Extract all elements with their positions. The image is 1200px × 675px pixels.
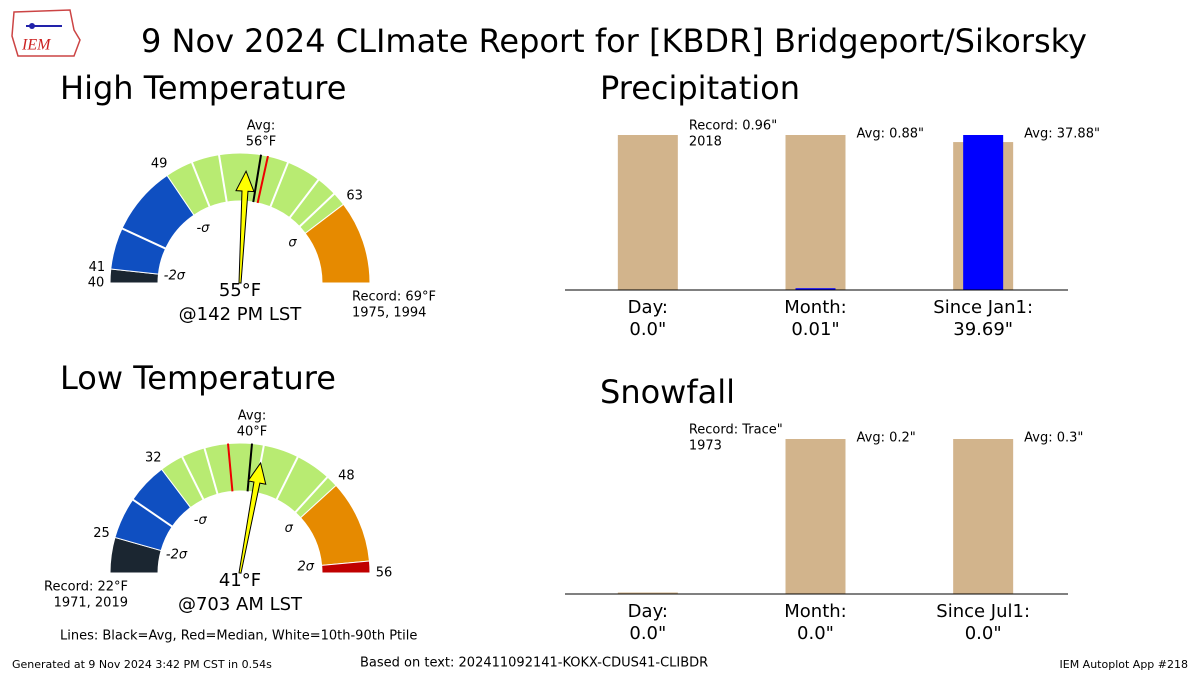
tick-label: 41 bbox=[89, 260, 106, 275]
value-label: 55°F bbox=[219, 280, 261, 301]
category-label: Month: bbox=[784, 601, 846, 622]
avg-caption: Avg: bbox=[238, 409, 266, 424]
gauge-line bbox=[252, 154, 263, 203]
footer-center: Based on text: 202411092141-KOKX-CDUS41-… bbox=[360, 656, 708, 671]
category-label: Since Jul1: bbox=[936, 601, 1030, 622]
value-label: 0.01" bbox=[791, 319, 839, 340]
gauge-line bbox=[227, 443, 234, 492]
time-label: @142 PM LST bbox=[179, 304, 303, 325]
tick-label: 63 bbox=[346, 188, 363, 203]
sigma-label: -2σ bbox=[164, 268, 186, 283]
record-label: Record: 69°F bbox=[352, 290, 436, 305]
chart-title: Precipitation bbox=[600, 69, 800, 107]
page-title: 9 Nov 2024 CLImate Report for [KBDR] Bri… bbox=[141, 22, 1087, 60]
gauge-line bbox=[288, 178, 320, 219]
gauge-line bbox=[121, 227, 166, 250]
time-label: @703 AM LST bbox=[178, 594, 303, 615]
avg-label: 40°F bbox=[237, 425, 268, 440]
tick-label: 48 bbox=[338, 468, 355, 483]
compare-year: 2018 bbox=[689, 135, 722, 150]
compare-label: Record: 0.96" bbox=[689, 119, 777, 134]
record-years: 1971, 2019 bbox=[54, 596, 128, 611]
value-label: 0.0" bbox=[629, 623, 666, 644]
compare-label: Record: Trace" bbox=[689, 423, 783, 438]
sigma-label: σ bbox=[288, 236, 297, 251]
footer-right: IEM Autoplot App #218 bbox=[1060, 658, 1189, 671]
sigma-label: σ bbox=[285, 521, 294, 536]
value-label: 0.0" bbox=[965, 623, 1002, 644]
value-label: 39.69" bbox=[953, 319, 1013, 340]
record-label: Record: 22°F bbox=[44, 580, 128, 595]
footer-left: Generated at 9 Nov 2024 3:42 PM CST in 0… bbox=[12, 658, 272, 671]
category-label: Month: bbox=[784, 297, 846, 318]
compare-bar bbox=[617, 135, 678, 290]
tick-label: 25 bbox=[93, 526, 110, 541]
compare-bar bbox=[785, 135, 846, 290]
gauge-line bbox=[269, 161, 290, 208]
gauge-segment bbox=[321, 560, 371, 574]
gauge-line bbox=[132, 498, 173, 528]
record-years: 1975, 1994 bbox=[352, 306, 426, 321]
gauge-line bbox=[294, 476, 329, 514]
chart-title: Snowfall bbox=[600, 373, 735, 411]
gauge-line bbox=[275, 456, 299, 501]
category-label: Day: bbox=[628, 297, 668, 318]
sigma-label: -2σ bbox=[166, 547, 188, 562]
logo: IEM bbox=[11, 9, 81, 57]
bar bbox=[963, 135, 1004, 290]
sigma-label: -σ bbox=[196, 221, 210, 236]
avg-label: 56°F bbox=[246, 135, 277, 150]
tick-label: 32 bbox=[145, 451, 162, 466]
tick-label: 40 bbox=[88, 276, 105, 291]
value-label: 0.0" bbox=[629, 319, 666, 340]
logo-text: IEM bbox=[21, 37, 52, 54]
compare-year: 1973 bbox=[689, 439, 722, 454]
tick-label: 49 bbox=[151, 156, 168, 171]
compare-label: Avg: 0.2" bbox=[857, 431, 916, 446]
gauge-line bbox=[181, 456, 205, 501]
tick-label: 56 bbox=[376, 566, 393, 581]
logo-dot bbox=[29, 23, 35, 29]
sigma-label: 2σ bbox=[297, 559, 314, 574]
compare-label: Avg: 0.3" bbox=[1024, 431, 1083, 446]
compare-bar bbox=[953, 439, 1014, 594]
compare-bar bbox=[617, 592, 678, 594]
compare-bar bbox=[785, 439, 846, 594]
sigma-label: -σ bbox=[194, 513, 208, 528]
avg-caption: Avg: bbox=[247, 119, 275, 134]
category-label: Since Jan1: bbox=[933, 297, 1033, 318]
gauge-line bbox=[203, 447, 219, 495]
legend-note: Lines: Black=Avg, Red=Median, White=10th… bbox=[60, 629, 417, 644]
gauge-segment bbox=[304, 203, 371, 284]
value-label: 0.0" bbox=[797, 623, 834, 644]
chart-title: High Temperature bbox=[60, 69, 346, 107]
value-label: 41°F bbox=[219, 570, 261, 591]
gauge-line bbox=[246, 443, 253, 492]
gauge-line bbox=[256, 155, 269, 204]
needle bbox=[235, 169, 255, 284]
chart-title: Low Temperature bbox=[60, 359, 336, 397]
gauge-line bbox=[217, 154, 228, 203]
gauge-line bbox=[190, 161, 211, 208]
bar bbox=[795, 288, 836, 290]
gauge-line bbox=[298, 192, 336, 228]
compare-label: Avg: 0.88" bbox=[857, 127, 925, 142]
compare-label: Avg: 37.88" bbox=[1024, 127, 1100, 142]
needle bbox=[238, 461, 267, 574]
logo-shape bbox=[11, 9, 81, 57]
category-label: Day: bbox=[628, 601, 668, 622]
